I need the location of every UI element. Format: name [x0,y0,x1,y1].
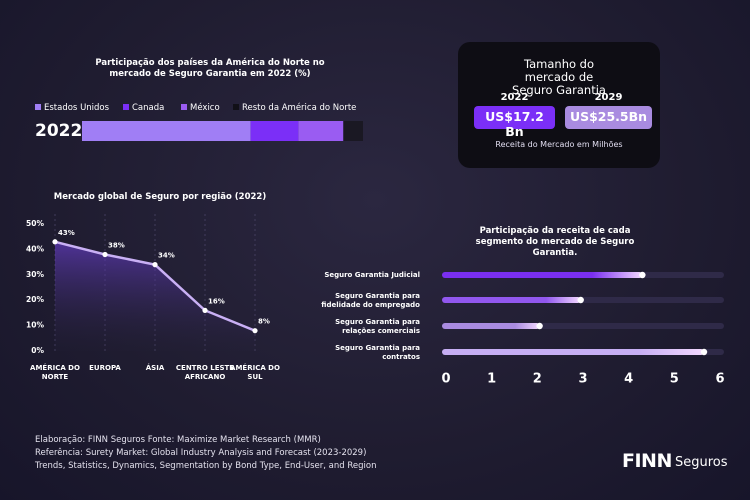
bar-segment [82,121,251,141]
x-tick-label: ÁSIA [145,364,165,372]
x-tick-label: 5 [670,372,679,387]
value-label: 8% [258,318,270,326]
legend-swatch [35,104,41,110]
pill-2022 [474,106,555,129]
market-value: US$17.2 Bn [485,109,544,139]
x-tick-label: 6 [715,372,724,387]
y-tick-label: 30% [26,270,44,279]
hbar-title: Participação da receita de cada segmento… [475,226,635,258]
legend-label: Resto da América do Norte [242,102,356,113]
legend-label: Estados Unidos [44,103,110,113]
segment-label: Seguro Garantia para contratos [335,344,420,361]
area [55,241,255,351]
bar [442,349,705,355]
bar [442,272,643,278]
segment-label: Seguro Garantia Judicial [324,271,420,279]
x-tick-label: AMÉRICA DO SUL [230,364,280,381]
line-title: Mercado global de Seguro por região (202… [53,192,267,202]
y-tick-label: 0% [31,346,44,355]
y-tick-label: 20% [26,295,44,304]
y-tick-label: 40% [26,244,44,253]
stack-title: Participação dos países da América do No… [95,58,325,79]
x-tick-label: 4 [624,372,633,387]
market-year: 2022 [500,92,529,103]
market-title: Tamanho do mercado de Seguro Garantia [512,57,606,97]
value-label: 16% [208,297,225,305]
bar [442,323,540,329]
bar-segment [250,121,299,141]
value-label: 43% [58,229,75,237]
x-tick-label: AMÉRICA DO NORTE [30,364,80,381]
logo-brand: FINN [622,450,672,472]
legend-label: México [190,102,220,113]
bar-end [577,296,584,304]
point [52,239,58,245]
point [202,307,208,313]
logo-suffix: Seguros [675,455,728,470]
x-tick-label: 3 [578,372,587,387]
x-tick-label: CENTRO LESTE AFRICANO [175,364,235,381]
footer-reference: Referência: Surety Market: Global Indust… [35,448,377,471]
bar-end [536,322,543,330]
bar-end [639,271,646,279]
value-label: 34% [158,252,175,260]
legend-swatch [233,104,239,110]
point [152,262,158,268]
market-year: 2029 [594,92,623,103]
market-note: Receita do Mercado em Milhões [495,140,623,149]
x-tick-label: 0 [441,372,450,387]
bar-end [700,348,708,356]
footer-source: Elaboração: FINN Seguros Fonte: Maximize… [35,435,321,445]
pill-2029 [565,106,652,129]
point [102,251,108,258]
legend-label: Canada [132,103,164,113]
value-label: 38% [108,241,125,249]
legend-swatch [123,104,129,110]
legend-swatch [181,104,187,110]
bar [442,297,581,303]
segment-label: Seguro Garantia para fidelidade do empre… [321,292,420,309]
bar-segment [343,121,363,141]
x-tick-label: 1 [487,372,496,387]
x-tick-label: EUROPA [89,364,121,372]
x-tick-label: 2 [533,372,542,387]
category-label: 2022 [35,121,82,141]
y-tick-label: 50% [26,219,44,228]
market-value: US$25.5Bn [569,109,648,124]
point [252,328,258,334]
y-tick-label: 10% [26,321,44,330]
bar-segment [298,121,344,141]
market-box [458,42,660,168]
segment-label: Seguro Garantia para relações comerciais [335,318,420,335]
